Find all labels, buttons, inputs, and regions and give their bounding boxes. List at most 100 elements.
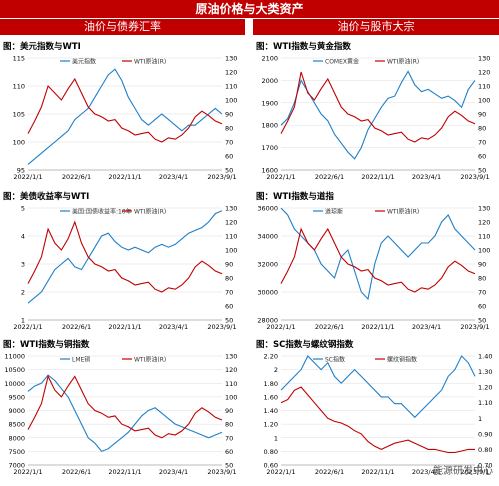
y-right-tick-label: 130 (225, 55, 237, 63)
y-left-tick-label: 5 (21, 205, 25, 213)
x-tick-label: 2023/4/1 (159, 468, 188, 476)
y-right-tick-label: 80 (478, 275, 486, 283)
x-tick-label: 2023/9/1 (207, 173, 236, 181)
y-left-tick-label: 2 (21, 289, 25, 297)
y-right-tick-label: 1.10 (478, 399, 492, 407)
legend-label: 螺纹钢指数 (387, 356, 417, 364)
chart-panel-2: 图：WTI指数与黄金指数 1600 1700 1800 1900 2000 2100 50 6… (253, 40, 499, 188)
y-left-tick-label: 95 (17, 167, 25, 175)
y-left-tick-label: 8000 (8, 434, 25, 442)
series-line (27, 68, 223, 165)
y-left-tick-label: 0.60 (264, 462, 278, 470)
x-tick-label: 2022/11/1 (108, 173, 141, 181)
y-right-tick-label: 90 (478, 111, 486, 119)
y-right-tick-label: 120 (478, 69, 490, 77)
y-right-tick-label: 50 (478, 317, 486, 325)
y-left-tick-label: 1 (21, 317, 25, 325)
chart-title: 图：WTI指数与道指 (256, 192, 334, 202)
series-line (280, 207, 476, 301)
chart-panel-5: 图：WTI指数与铜指数 7000 7500 8000 8500 9000 9500 1000… (0, 338, 246, 486)
y-right-tick-label: 60 (225, 153, 233, 161)
y-left-tick-label: 1 (274, 434, 278, 442)
y-right-tick-label: 110 (225, 83, 237, 91)
chart-title: 图：WTI指数与黄金指数 (256, 42, 351, 52)
y-left-tick-label: 2100 (261, 55, 278, 63)
x-tick-label: 2022/1/1 (13, 323, 42, 331)
series-line (27, 220, 223, 293)
y-left-tick-label: 8500 (8, 421, 25, 429)
y-right-tick-label: 1.20 (478, 384, 492, 392)
x-tick-label: 2022/1/1 (266, 323, 295, 331)
y-right-tick-label: 70 (225, 139, 233, 147)
legend-label: WTI原油(R) (387, 58, 419, 66)
y-left-tick-label: 2.20 (264, 353, 278, 361)
y-left-tick-label: 1.40 (264, 407, 278, 415)
y-right-tick-label: 1.40 (478, 353, 492, 361)
x-tick-label: 2022/6/1 (62, 173, 91, 181)
chart-panel-4: 图：WTI指数与道指 28000 30000 32000 34000 36000 50 60… (253, 190, 499, 338)
x-tick-label: 2022/1/1 (13, 468, 42, 476)
y-right-tick-label: 60 (478, 303, 486, 311)
legend-label: WTI原油(R) (387, 208, 419, 216)
series-line (27, 77, 223, 143)
y-left-tick-label: 7000 (8, 462, 25, 470)
y-right-tick-label: 130 (478, 205, 490, 213)
y-right-tick-label: 120 (225, 366, 237, 374)
legend-label: WTI原油(R) (134, 58, 166, 66)
chart-svg: 1 2 3 4 5 50 60 70 80 90 100 110 120 130 2022/1/1 2022/… (13, 205, 237, 332)
chart-title: 图：SC指数与螺纹钢指数 (256, 340, 354, 350)
legend-label: WTI原油(R) (134, 208, 166, 216)
y-left-tick-label: 2000 (261, 77, 278, 85)
y-right-tick-label: 130 (225, 205, 237, 213)
y-right-tick-label: 100 (478, 247, 490, 255)
y-right-tick-label: 50 (225, 462, 233, 470)
y-right-tick-label: 80 (225, 275, 233, 283)
x-tick-label: 2022/11/1 (361, 173, 394, 181)
x-tick-label: 2023/4/1 (412, 468, 441, 476)
y-left-tick-label: 28000 (257, 317, 278, 325)
x-tick-label: 2023/4/1 (159, 323, 188, 331)
x-tick-label: 2023/4/1 (412, 173, 441, 181)
x-tick-label: 2022/11/1 (361, 323, 394, 331)
chart-title: 图：WTI指数与铜指数 (3, 340, 90, 350)
y-right-tick-label: 120 (225, 219, 237, 227)
y-right-tick-label: 70 (478, 139, 486, 147)
y-left-tick-label: 110 (13, 83, 25, 91)
y-right-tick-label: 70 (225, 434, 233, 442)
y-right-tick-label: 0.70 (478, 462, 492, 470)
left-section-header: 油价与债券汇率 (0, 19, 245, 35)
chart-panel-3: 图：美债收益率与WTI 1 2 3 4 5 50 60 70 80 90 100 110 120 130 2… (0, 190, 246, 338)
chart-svg: 28000 30000 32000 34000 36000 50 60 70 80 90 100 11… (257, 205, 490, 332)
y-left-tick-label: 100 (13, 139, 25, 147)
series-line (280, 355, 476, 419)
y-right-tick-label: 130 (225, 353, 237, 361)
x-tick-label: 2023/9/1 (460, 173, 489, 181)
y-left-tick-label: 0.80 (264, 448, 278, 456)
y-left-tick-label: 34000 (257, 233, 278, 241)
y-right-tick-label: 80 (478, 125, 486, 133)
chart-svg: 1600 1700 1800 1900 2000 2100 50 60 70 80 90 100 110… (261, 55, 490, 182)
chart-title: 图：美元指数与WTI (3, 42, 81, 52)
legend-label: LME铜 (72, 356, 90, 364)
legend-label: 道琼斯 (325, 208, 343, 216)
series-line (27, 374, 223, 453)
y-right-tick-label: 80 (225, 125, 233, 133)
y-right-tick-label: 50 (478, 167, 486, 175)
x-tick-label: 2022/6/1 (315, 173, 344, 181)
y-left-tick-label: 1.60 (264, 393, 278, 401)
y-right-tick-label: 90 (225, 111, 233, 119)
series-line (280, 71, 476, 143)
x-tick-label: 2023/9/1 (460, 323, 489, 331)
y-right-tick-label: 60 (225, 448, 233, 456)
y-right-tick-label: 1 (478, 415, 482, 423)
y-left-tick-label: 30000 (257, 289, 278, 297)
series-line (280, 386, 475, 454)
y-left-tick-label: 2 (274, 366, 278, 374)
x-tick-label: 2022/6/1 (315, 323, 344, 331)
y-left-tick-label: 7500 (8, 448, 25, 456)
y-left-tick-label: 4 (21, 233, 25, 241)
legend-label: WTI原油(R) (134, 356, 166, 364)
y-left-tick-label: 1600 (261, 167, 278, 175)
series-line (27, 210, 223, 304)
chart-svg: 7000 7500 8000 8500 9000 9500 10000 10500 11000 5… (4, 353, 237, 477)
